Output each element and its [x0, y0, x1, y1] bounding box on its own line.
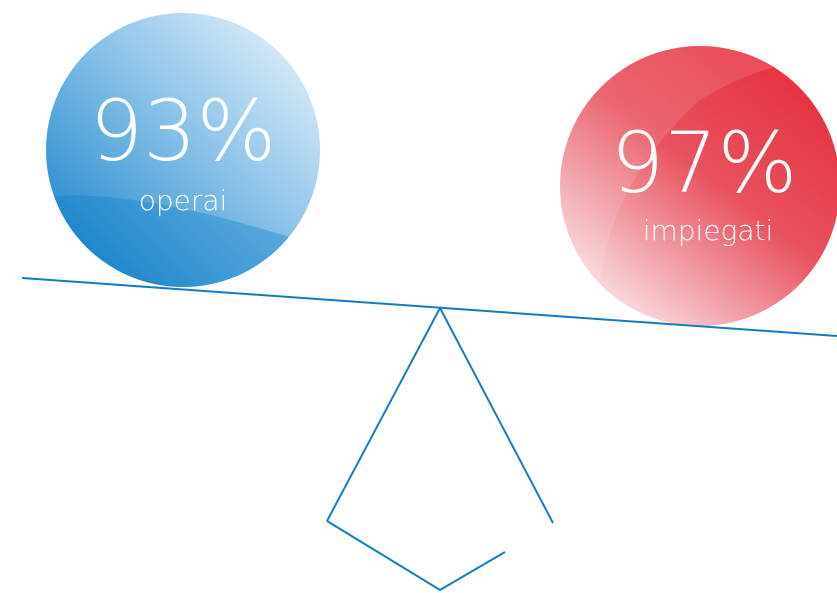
blue-circle	[46, 13, 320, 287]
item-value: 93%	[90, 82, 277, 180]
blue-ball: 93% operai	[46, 13, 320, 287]
red-ball: 97% impiegati	[560, 46, 837, 326]
base	[326, 520, 506, 592]
red-gloss	[560, 46, 837, 326]
red-circle	[560, 46, 837, 326]
item-label: operai	[139, 184, 228, 217]
beam	[21, 277, 837, 337]
item-label: impiegati	[643, 214, 774, 247]
item-value: 97%	[611, 114, 798, 212]
fulcrum	[326, 305, 554, 524]
balance	[21, 277, 837, 592]
